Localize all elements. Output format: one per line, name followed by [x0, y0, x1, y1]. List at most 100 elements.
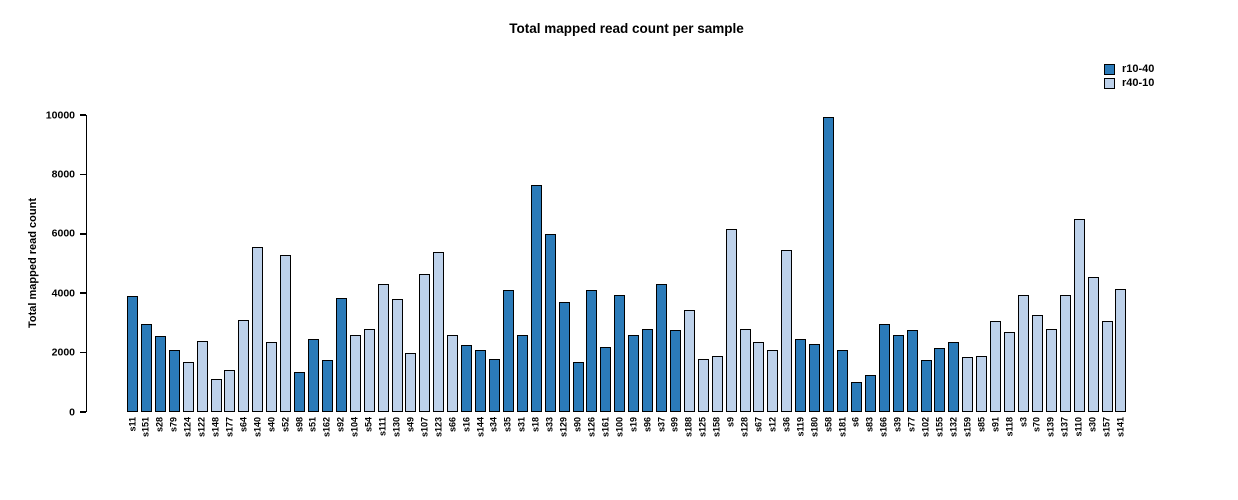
x-tick-label-s148: s148	[210, 417, 221, 438]
bar-s122	[196, 340, 208, 412]
x-tick-label-s66: s66	[447, 417, 458, 433]
x-tick-label-s130: s130	[391, 417, 402, 438]
bar-slot-s102: s102	[920, 115, 932, 437]
x-tick-label-s58: s58	[823, 417, 834, 433]
bar-slot-s137: s137	[1059, 115, 1071, 437]
bar-s39	[892, 334, 904, 412]
bar-slot-s90: s90	[572, 115, 584, 432]
bar-slot-s16: s16	[461, 115, 473, 432]
bar-slot-s35: s35	[502, 115, 514, 432]
y-tick-mark	[79, 173, 86, 176]
plot-area: s11 s151 s28 s79 s124 s122 s148 s177 s64 s140 s40 s…	[127, 115, 1127, 437]
legend-label: r40-10	[1122, 77, 1155, 89]
x-tick-label-s33: s33	[544, 417, 555, 433]
y-tick-mark	[79, 292, 86, 294]
bar-s132	[948, 342, 960, 412]
y-tick-label: 8000	[51, 168, 75, 181]
x-tick-label-s40: s40	[266, 417, 277, 433]
x-tick-label-s98: s98	[294, 417, 305, 433]
bar-slot-s9: s9	[725, 115, 737, 427]
bar-s140	[252, 247, 264, 412]
x-tick-label-s3: s3	[1018, 417, 1028, 428]
bar-s3	[1018, 294, 1029, 412]
bar-slot-s11: s11	[127, 115, 138, 432]
bar-slot-s96: s96	[642, 115, 654, 432]
bar-s31	[516, 334, 528, 412]
bar-s16	[461, 345, 473, 412]
x-tick-label-s18: s18	[530, 417, 541, 433]
bar-s126	[586, 290, 598, 412]
bar-slot-s124: s124	[182, 115, 194, 437]
x-tick-label-s128: s128	[739, 417, 750, 438]
bar-slot-s162: s162	[321, 115, 333, 437]
x-tick-label-s119: s119	[795, 417, 806, 437]
bar-s83	[864, 374, 876, 412]
bar-slot-s77: s77	[906, 115, 918, 432]
bar-slot-s58: s58	[823, 115, 835, 432]
bar-slot-s104: s104	[349, 115, 361, 437]
bar-s98	[294, 371, 306, 412]
bar-slot-s166: s166	[878, 115, 890, 437]
bar-slot-s122: s122	[196, 115, 208, 437]
bar-slot-s79: s79	[168, 115, 180, 432]
x-tick-label-s83: s83	[864, 417, 875, 433]
bar-s161	[600, 346, 612, 412]
x-tick-label-s90: s90	[572, 417, 583, 433]
bar-slot-s139: s139	[1045, 115, 1057, 437]
bar-s77	[906, 330, 918, 412]
bar-s30	[1087, 276, 1099, 412]
bar-slot-s161: s161	[600, 115, 612, 437]
x-tick-label-s188: s188	[683, 417, 694, 438]
x-tick-label-s51: s51	[307, 417, 318, 433]
x-tick-label-s139: s139	[1045, 417, 1056, 438]
bar-slot-s6: s6	[850, 115, 862, 427]
bar-s118	[1004, 331, 1016, 412]
bar-slot-s123: s123	[433, 115, 445, 437]
x-tick-label-s9: s9	[725, 417, 736, 428]
bar-slot-s39: s39	[892, 115, 904, 432]
bar-s141	[1115, 288, 1127, 412]
x-tick-label-s177: s177	[224, 417, 235, 438]
bar-slot-s54: s54	[363, 115, 375, 432]
bar-slot-s110: s110	[1073, 115, 1085, 437]
y-tick-label: 10000	[45, 108, 75, 121]
bar-s181	[837, 349, 849, 412]
bar-slot-s34: s34	[488, 115, 500, 432]
x-tick-label-s31: s31	[516, 417, 527, 433]
bar-slot-s148: s148	[210, 115, 222, 437]
legend-swatch-icon	[1104, 78, 1115, 89]
y-tick-mark	[79, 233, 86, 235]
x-tick-label-s104: s104	[349, 417, 360, 438]
bar-slot-s33: s33	[544, 115, 556, 432]
bar-s9	[725, 229, 737, 412]
bar-s64	[238, 319, 250, 412]
bar-s36	[781, 250, 793, 412]
bar-slot-s141: s141	[1115, 115, 1127, 437]
legend-swatch-icon	[1104, 64, 1115, 75]
bar-s6	[850, 382, 862, 412]
x-tick-label-s159: s159	[962, 417, 973, 438]
bar-slot-s19: s19	[628, 115, 640, 432]
x-tick-label-s141: s141	[1115, 417, 1126, 438]
bar-s119	[795, 339, 807, 412]
x-tick-label-s52: s52	[280, 417, 291, 433]
bar-slot-s111: s111	[377, 115, 389, 436]
x-tick-label-s100: s100	[614, 417, 625, 438]
bar-s18	[530, 184, 542, 412]
y-tick-mark	[79, 351, 86, 354]
x-tick-label-s96: s96	[642, 417, 653, 433]
bar-s96	[642, 328, 654, 412]
bar-s28	[154, 336, 166, 412]
x-tick-label-s28: s28	[154, 417, 165, 433]
bar-s110	[1073, 218, 1085, 412]
bar-s128	[739, 328, 751, 412]
bar-s35	[502, 290, 514, 412]
bar-slot-s157: s157	[1101, 115, 1113, 437]
bar-slot-s36: s36	[781, 115, 793, 432]
bar-s51	[307, 339, 319, 412]
bar-slot-s126: s126	[586, 115, 598, 437]
x-tick-label-s180: s180	[809, 417, 820, 438]
x-tick-label-s92: s92	[335, 417, 346, 433]
x-tick-label-s39: s39	[892, 417, 903, 433]
